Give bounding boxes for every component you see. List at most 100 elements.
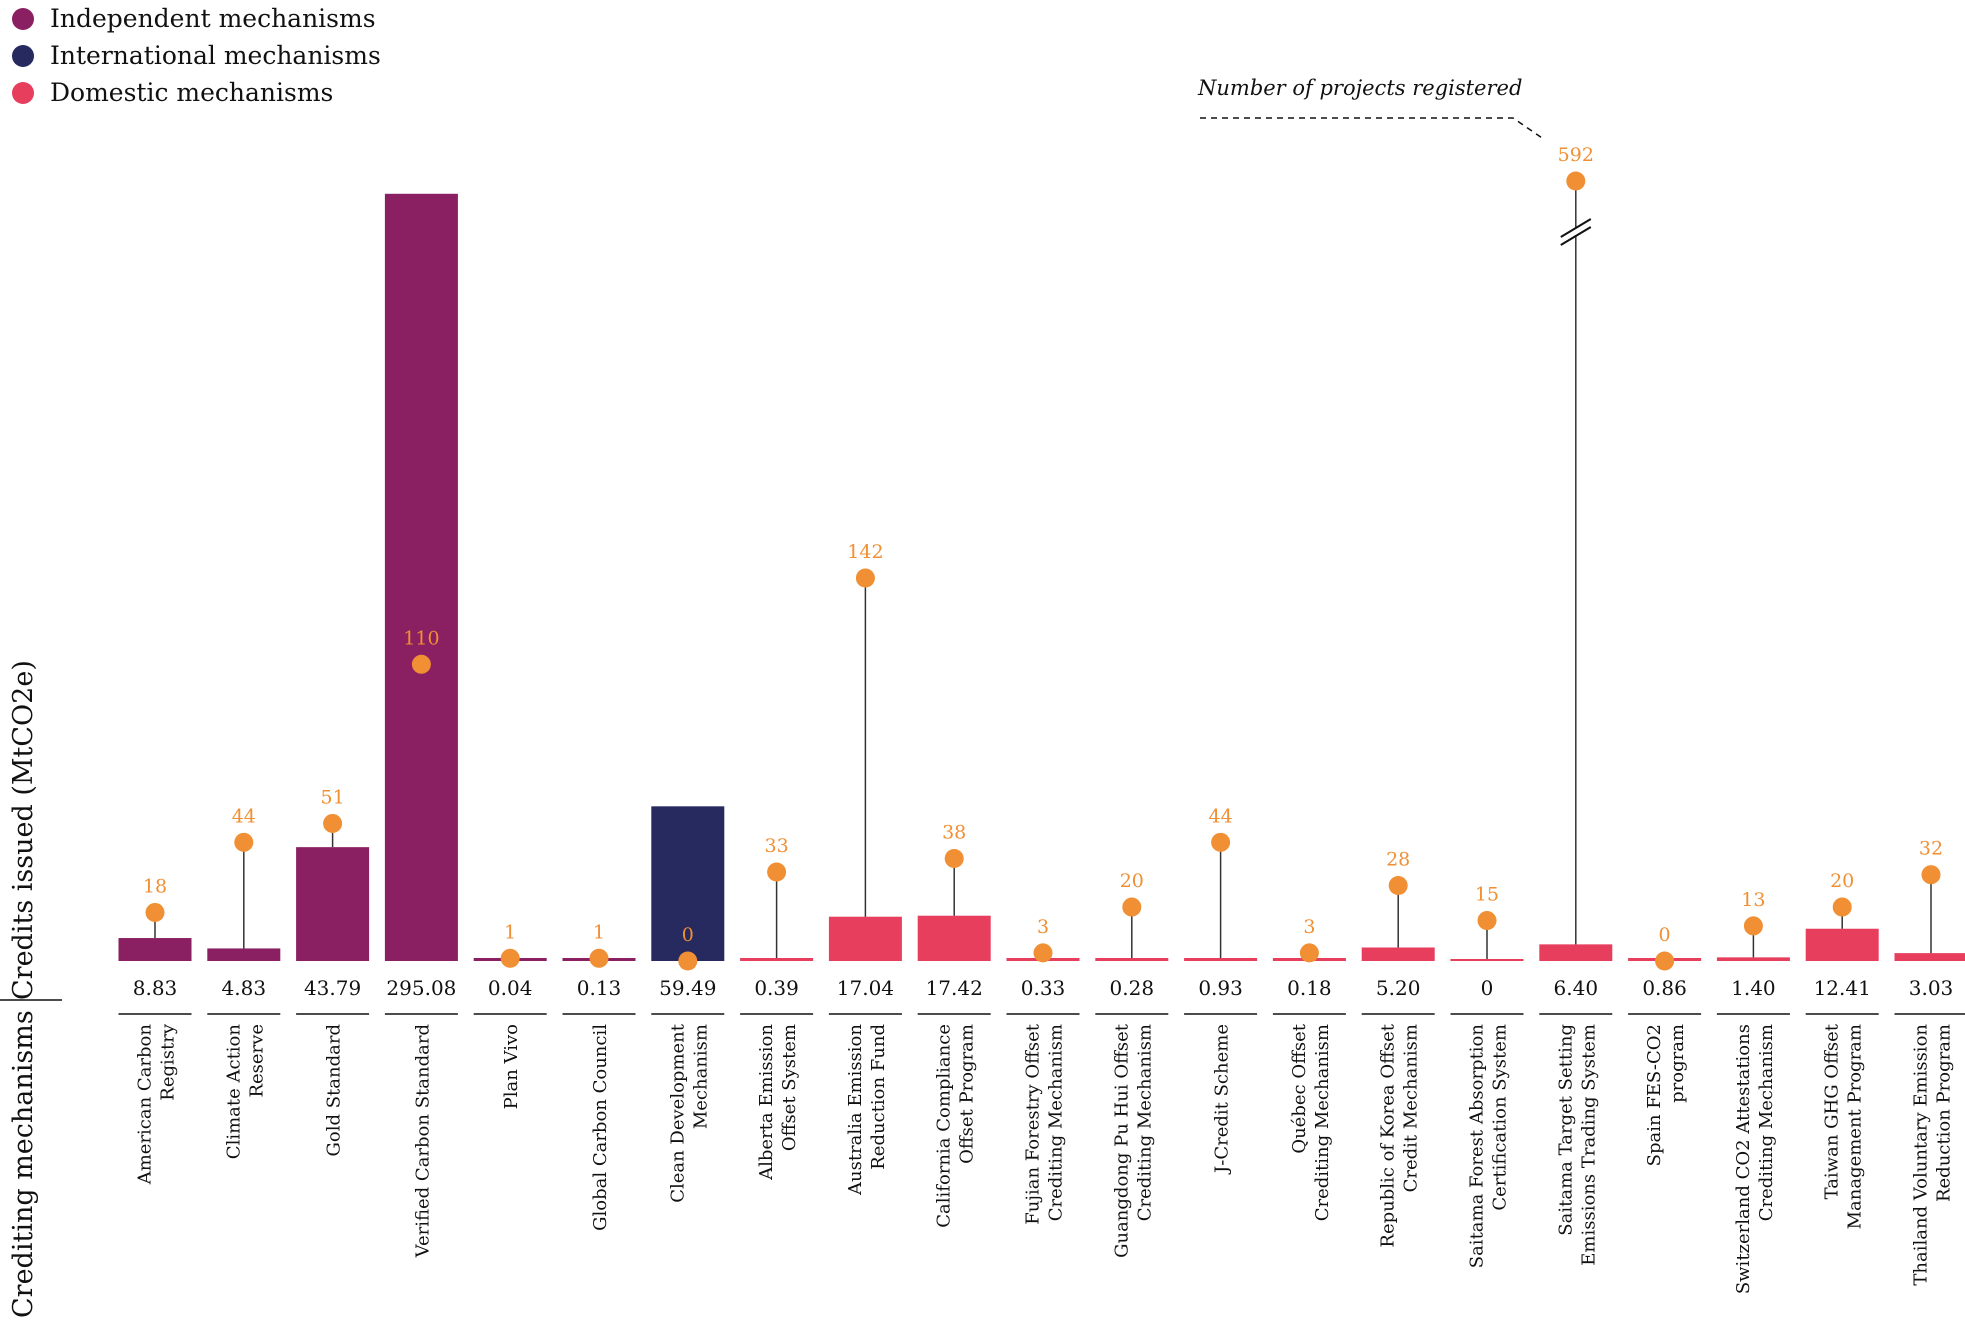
legend-label-independent: Independent mechanisms — [50, 4, 376, 33]
category-label-7-0: Alberta Emission — [756, 1024, 777, 1181]
projects-label-7: 33 — [765, 835, 789, 857]
category-label-15-1: Certification System — [1490, 1024, 1511, 1211]
projects-label-10: 3 — [1037, 916, 1049, 938]
projects-label-8: 142 — [847, 541, 883, 563]
category-label-7-1: Offset System — [779, 1024, 800, 1151]
credits-value-label-13: 0.18 — [1287, 976, 1332, 1000]
projects-label-15: 15 — [1475, 884, 1499, 906]
projects-dot-4 — [500, 948, 520, 968]
projects-dot-6 — [678, 951, 698, 971]
projects-label-12: 44 — [1209, 805, 1233, 827]
projects-dot-14 — [1388, 875, 1408, 895]
category-label-11-1: Crediting Mechanism — [1134, 1024, 1155, 1221]
credits-value-label-14: 5.20 — [1376, 976, 1421, 1000]
category-label-0-0: American Carbon — [135, 1024, 156, 1186]
bar-7 — [740, 958, 814, 961]
category-label-16-1: Emissions Trading System — [1578, 1024, 1599, 1266]
projects-dot-18 — [1743, 916, 1763, 936]
credits-value-label-17: 0.86 — [1642, 976, 1687, 1000]
category-label-18-0: Switzerland CO2 Attestations — [1733, 1024, 1754, 1294]
bar-16 — [1539, 944, 1613, 961]
projects-dot-9 — [944, 849, 964, 869]
projects-label-2: 51 — [321, 786, 345, 808]
category-label-11-0: Guangdong Pu Hui Offset — [1111, 1023, 1132, 1258]
credits-value-label-6: 59.49 — [659, 976, 716, 1000]
legend-swatch-independent — [12, 7, 34, 30]
credits-value-label-11: 0.28 — [1110, 976, 1155, 1000]
projects-label-14: 28 — [1386, 848, 1410, 870]
credits-value-label-4: 0.04 — [488, 976, 533, 1000]
category-label-13-0: Québec Offset — [1289, 1023, 1310, 1153]
category-label-5-0: Global Carbon Council — [590, 1024, 611, 1231]
projects-dot-2 — [323, 813, 343, 833]
category-label-14-1: Credit Mechanism — [1401, 1024, 1422, 1192]
credits-value-label-20: 3.03 — [1909, 976, 1954, 1000]
bar-6 — [651, 806, 725, 961]
projects-dot-5 — [589, 948, 609, 968]
credits-value-label-1: 4.83 — [222, 976, 267, 1000]
bar-0 — [118, 938, 192, 961]
category-label-9-1: Offset Program — [957, 1024, 978, 1164]
projects-label-5: 1 — [593, 921, 605, 943]
legend-item-independent: Independent mechanisms — [12, 0, 381, 37]
bar-14 — [1361, 947, 1435, 961]
projects-label-0: 18 — [143, 875, 167, 897]
bar-20 — [1894, 953, 1965, 961]
projects-dot-19 — [1832, 897, 1852, 917]
credits-value-label-8: 17.04 — [837, 976, 894, 1000]
projects-label-6: 0 — [682, 924, 694, 946]
category-label-15-0: Saitama Forest Absorption — [1467, 1024, 1488, 1269]
legend-label-domestic: Domestic mechanisms — [50, 78, 334, 107]
bar-1 — [207, 948, 281, 961]
legend-item-international: International mechanisms — [12, 37, 381, 74]
projects-label-9: 38 — [942, 822, 966, 844]
projects-dot-7 — [767, 862, 787, 882]
projects-label-18: 13 — [1741, 889, 1765, 911]
legend-item-domestic: Domestic mechanisms — [12, 74, 381, 111]
bar-18 — [1716, 957, 1790, 961]
projects-dot-8 — [855, 568, 875, 588]
axis-break-mark-a — [1560, 218, 1592, 238]
category-label-10-1: Crediting Mechanism — [1046, 1024, 1067, 1221]
legend-swatch-international — [12, 44, 34, 67]
bar-8 — [828, 916, 902, 961]
legend-label-international: International mechanisms — [50, 41, 381, 70]
projects-label-17: 0 — [1659, 924, 1671, 946]
credits-value-label-19: 12.41 — [1814, 976, 1871, 1000]
projects-label-11: 20 — [1120, 870, 1144, 892]
category-label-1-0: Climate Action — [223, 1024, 244, 1160]
category-label-6-1: Mechanism — [690, 1024, 711, 1129]
projects-label-3: 110 — [403, 627, 439, 649]
bar-15 — [1450, 959, 1524, 961]
projects-dot-17 — [1655, 951, 1675, 971]
legend-swatch-domestic — [12, 81, 34, 104]
projects-dot-0 — [145, 902, 165, 922]
credits-value-label-3: 295.08 — [386, 976, 456, 1000]
legend: Independent mechanisms International mec… — [12, 0, 381, 111]
category-label-19-1: Management Program — [1845, 1024, 1866, 1229]
category-label-20-0: Thailand Voluntary Emission — [1911, 1024, 1932, 1286]
category-label-13-1: Crediting Mechanism — [1312, 1024, 1333, 1221]
bar-9 — [917, 915, 991, 961]
projects-label-13: 3 — [1303, 916, 1315, 938]
credits-value-label-7: 0.39 — [754, 976, 799, 1000]
projects-label-4: 1 — [504, 921, 516, 943]
category-label-14-0: Republic of Korea Offset — [1378, 1023, 1399, 1247]
projects-dot-1 — [234, 832, 254, 852]
projects-dot-20 — [1921, 865, 1941, 885]
projects-dot-12 — [1211, 832, 1231, 852]
credits-value-label-12: 0.93 — [1198, 976, 1243, 1000]
projects-label-20: 32 — [1919, 838, 1943, 860]
projects-annotation: Number of projects registered — [1198, 76, 1523, 100]
credits-value-label-18: 1.40 — [1731, 976, 1776, 1000]
category-label-16-0: Saitama Target Setting — [1555, 1024, 1576, 1236]
credits-value-label-0: 8.83 — [133, 976, 178, 1000]
projects-dot-11 — [1122, 897, 1142, 917]
category-label-10-0: Fujian Forestry Offset — [1023, 1023, 1044, 1224]
category-label-2-0: Gold Standard — [324, 1024, 345, 1157]
annotation-leader-line — [1200, 117, 1546, 141]
category-label-1-1: Reserve — [246, 1024, 267, 1098]
credits-value-label-10: 0.33 — [1021, 976, 1066, 1000]
projects-dot-13 — [1299, 943, 1319, 963]
